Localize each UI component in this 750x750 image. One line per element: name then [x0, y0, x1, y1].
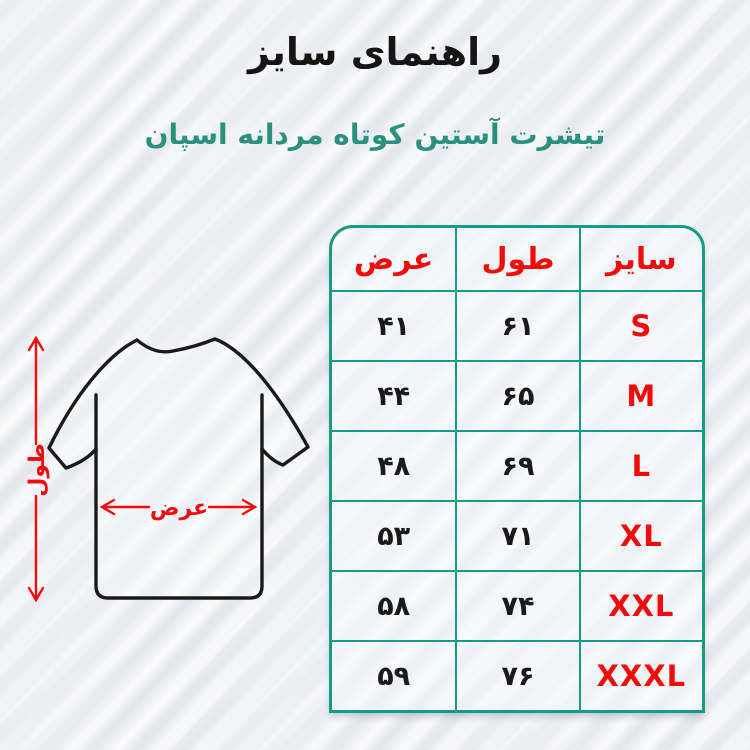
cell-length-s: ۶۱	[455, 290, 579, 360]
cell-size-l: L	[578, 430, 702, 500]
col-header-width: عرض	[353, 241, 434, 277]
length-arrow	[27, 335, 45, 603]
cell-length-m: ۶۵	[455, 360, 579, 430]
cell-width-xxl: ۵۸	[332, 570, 456, 640]
page-title: راهنمای سایز	[247, 30, 503, 74]
cell-width-xxxl: ۵۹	[332, 640, 456, 710]
cell-width-l: ۴۸	[332, 430, 456, 500]
tshirt-outline-icon	[47, 337, 310, 600]
cell-length-xxxl: ۷۶	[455, 640, 579, 710]
cell-size-m: M	[578, 360, 702, 430]
width-label: عرض	[150, 496, 208, 521]
cell-width-m: ۴۴	[332, 360, 456, 430]
cell-size-xl: XL	[578, 500, 702, 570]
page-subtitle: تیشرت آستین کوتاه مردانه اسپان	[144, 118, 606, 151]
cell-width-xl: ۵۳	[332, 500, 456, 570]
cell-length-l: ۶۹	[455, 430, 579, 500]
col-header-length: طول	[455, 228, 578, 290]
size-table: عرض طول سایز ۴۱ ۶۱ S ۴۴ ۶۵ M ۴۸ ۶۹ L ۵۳ …	[329, 225, 705, 713]
cell-size-xxxl: XXXL	[578, 640, 702, 710]
width-arrow	[99, 498, 258, 516]
cell-width-s: ۴۱	[332, 290, 456, 360]
length-label: طول	[25, 443, 50, 497]
cell-size-s: S	[578, 290, 702, 360]
tshirt-diagram: طول عرض	[25, 322, 320, 622]
cell-length-xxl: ۷۴	[455, 570, 579, 640]
tshirt-diagram-svg: طول عرض	[25, 335, 310, 603]
cell-length-xl: ۷۱	[455, 500, 579, 570]
cell-size-xxl: XXL	[578, 570, 702, 640]
col-header-size: سایز	[578, 228, 702, 290]
